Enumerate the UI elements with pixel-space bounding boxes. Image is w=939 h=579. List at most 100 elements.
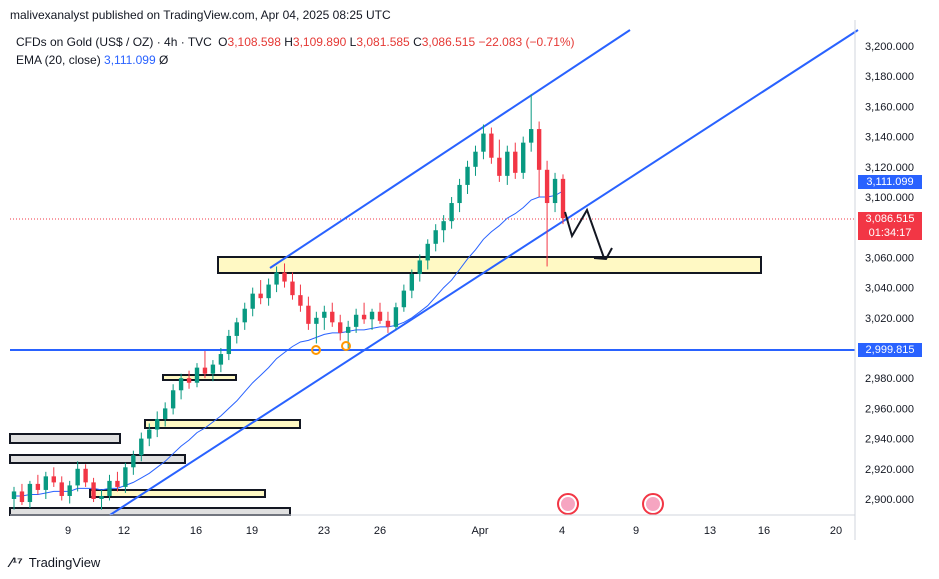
candle-body [258, 293, 263, 299]
ema-path [14, 190, 564, 497]
channel-lower-line[interactable] [109, 29, 859, 516]
candle-body [513, 151, 518, 173]
candle-body [314, 317, 319, 324]
candle-body [67, 485, 72, 496]
x-tick-label: 26 [374, 525, 386, 537]
x-tick-label: 23 [318, 525, 330, 537]
high-value: 3,109.890 [292, 35, 347, 49]
close-value: 3,086.515 [421, 35, 476, 49]
candle-body [473, 151, 478, 167]
x-tick-label: 19 [246, 525, 258, 537]
candle-body [497, 157, 502, 176]
swing-low-marker-1[interactable] [311, 345, 321, 355]
symbol-legend[interactable]: CFDs on Gold (US$ / OZ) · 4h · TVC O 3,10… [16, 35, 575, 49]
ema-label[interactable]: EMA (20, close) [16, 53, 101, 67]
candle-body [353, 314, 359, 327]
y-tick-label: 3,140.000 [865, 132, 914, 144]
zone-box-3[interactable] [144, 419, 301, 429]
y-tick-label: 2,900.000 [865, 494, 914, 506]
candle-body [521, 142, 526, 173]
countdown-tag: 01:34:17 [858, 226, 922, 240]
channel-upper-line[interactable] [269, 29, 631, 269]
candle-body [162, 408, 168, 419]
candle-body [115, 480, 120, 487]
candle-body [552, 178, 558, 204]
projection-path-arrow[interactable] [564, 207, 605, 259]
change-value: −22.083 (−0.71%) [478, 35, 575, 49]
candle-body [433, 230, 438, 244]
candle-body [409, 274, 415, 291]
open-label: O [218, 35, 228, 49]
candle-body [35, 483, 41, 490]
brand-text: TradingView [28, 554, 101, 570]
low-label: L [349, 35, 357, 49]
y-tick-label: 3,160.000 [865, 101, 914, 113]
ema-value: 3,111.099 [104, 53, 156, 67]
candle-body [107, 480, 112, 496]
arrow-head [593, 247, 613, 261]
candle-body [536, 129, 542, 170]
candle-body [505, 151, 510, 176]
candle-body [298, 295, 303, 306]
candle-body [369, 311, 375, 320]
x-tick-label: 9 [65, 525, 71, 537]
zone-box-6[interactable] [89, 489, 266, 498]
symbol-name[interactable]: CFDs on Gold (US$ / OZ) · 4h · TVC [16, 35, 212, 49]
candle-body [489, 133, 494, 158]
support-zones [9, 256, 762, 516]
candle-body [91, 482, 96, 499]
candle-body [178, 378, 184, 391]
zone-box-4[interactable] [9, 433, 121, 444]
candle-body [202, 367, 208, 374]
event-flag-icon[interactable] [642, 493, 664, 515]
candle-body [139, 438, 144, 456]
publisher-line: malivexanalyst published on TradingView.… [10, 8, 391, 22]
candle-body [457, 184, 462, 204]
candle-body [345, 326, 351, 333]
candle-body [234, 322, 239, 336]
candle-body [338, 322, 343, 333]
ema-legend[interactable]: EMA (20, close) 3,111.099 Ø [16, 53, 168, 67]
zone-box-7[interactable] [9, 507, 291, 516]
candle-body [11, 491, 17, 499]
zone-box-2[interactable] [162, 374, 237, 381]
candle-body [401, 290, 407, 308]
candle-body [186, 378, 192, 383]
high-label: H [284, 35, 293, 49]
candle-body [290, 281, 295, 296]
candle-body [131, 455, 136, 468]
x-tick-label: 16 [758, 525, 770, 537]
tradingview-logo-icon: ⁄¹⁷ [10, 554, 23, 570]
y-tick-label: 3,180.000 [865, 71, 914, 83]
y-tick-label: 3,120.000 [865, 162, 914, 174]
x-tick-label: 20 [830, 525, 842, 537]
candle-body [560, 178, 566, 219]
y-axis: 3,200.000 3,180.000 3,160.000 3,140.000 3,12… [865, 41, 914, 506]
swing-low-marker-2[interactable] [341, 341, 351, 351]
close-label: C [413, 35, 422, 49]
candle-body [59, 482, 64, 496]
candle-body [155, 418, 160, 430]
zone-box-1[interactable] [217, 256, 762, 274]
candle-body [481, 133, 486, 152]
candle-body [377, 311, 383, 321]
x-tick-label: 13 [704, 525, 716, 537]
candle-body [51, 476, 56, 483]
candle-body [330, 311, 335, 323]
footer-brand[interactable]: ⁄¹⁷ TradingView [10, 552, 100, 572]
y-tick-label: 3,020.000 [865, 313, 914, 325]
candle-body [83, 468, 88, 483]
event-flag-icon[interactable] [557, 493, 579, 515]
ema-price-tag: 3,111.099 [858, 175, 922, 189]
x-axis: 9 12 16 19 23 26 Apr 4 9 13 16 20 [65, 525, 842, 537]
zone-box-5[interactable] [9, 454, 186, 464]
y-tick-label: 2,960.000 [865, 403, 914, 415]
candle-body [194, 367, 200, 383]
candle-body [99, 495, 104, 499]
y-tick-label: 2,940.000 [865, 434, 914, 446]
ema-line [14, 190, 564, 497]
candle-body [123, 467, 128, 487]
candle-body [361, 314, 367, 320]
candle-body [226, 335, 232, 355]
